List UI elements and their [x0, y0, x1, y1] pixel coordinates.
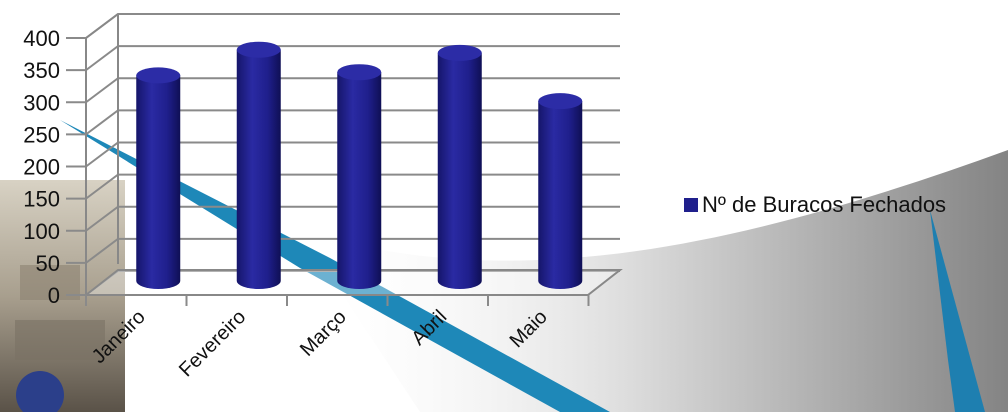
photo-worker-helmet [16, 371, 64, 412]
gridline [85, 13, 620, 39]
x-category-label: Fevereiro [175, 306, 250, 381]
y-tick-label: 150 [23, 187, 60, 212]
bar-abril [437, 44, 482, 289]
photo-building-window [15, 320, 105, 360]
y-tick-label: 50 [36, 251, 60, 276]
legend: Nº de Buracos Fechados [684, 192, 946, 218]
x-category-label: Março [296, 306, 351, 361]
x-axis-ticks [85, 295, 590, 306]
y-tick-label: 200 [23, 155, 60, 180]
bar-body [236, 49, 281, 290]
bar-março [337, 64, 382, 289]
blue-swoosh-right [930, 210, 985, 412]
bar-body [337, 72, 382, 289]
bar-body [437, 52, 482, 289]
bar-top [538, 93, 583, 110]
y-axis-tick-labels: 400 350 300 250 200 150 100 50 0 [23, 26, 86, 308]
bar-body [136, 75, 181, 290]
y-tick-label: 0 [48, 283, 60, 308]
bar-maio [538, 93, 583, 289]
bar-fevereiro [236, 41, 281, 290]
bar-top [236, 41, 281, 58]
y-tick-label: 350 [23, 58, 60, 83]
bars [136, 41, 583, 290]
y-tick-label: 300 [23, 90, 60, 115]
bar-body [538, 101, 583, 289]
bar-top [437, 44, 482, 61]
y-tick-label: 250 [23, 122, 60, 147]
legend-label: Nº de Buracos Fechados [702, 192, 947, 217]
bar-top [337, 64, 382, 81]
bar-janeiro [136, 67, 181, 290]
y-tick-label: 400 [23, 26, 60, 51]
blue-swoosh [60, 120, 610, 412]
bar-top [136, 67, 181, 84]
legend-swatch [684, 198, 698, 212]
y-tick-label: 100 [23, 219, 60, 244]
background-decoration [0, 120, 1008, 412]
